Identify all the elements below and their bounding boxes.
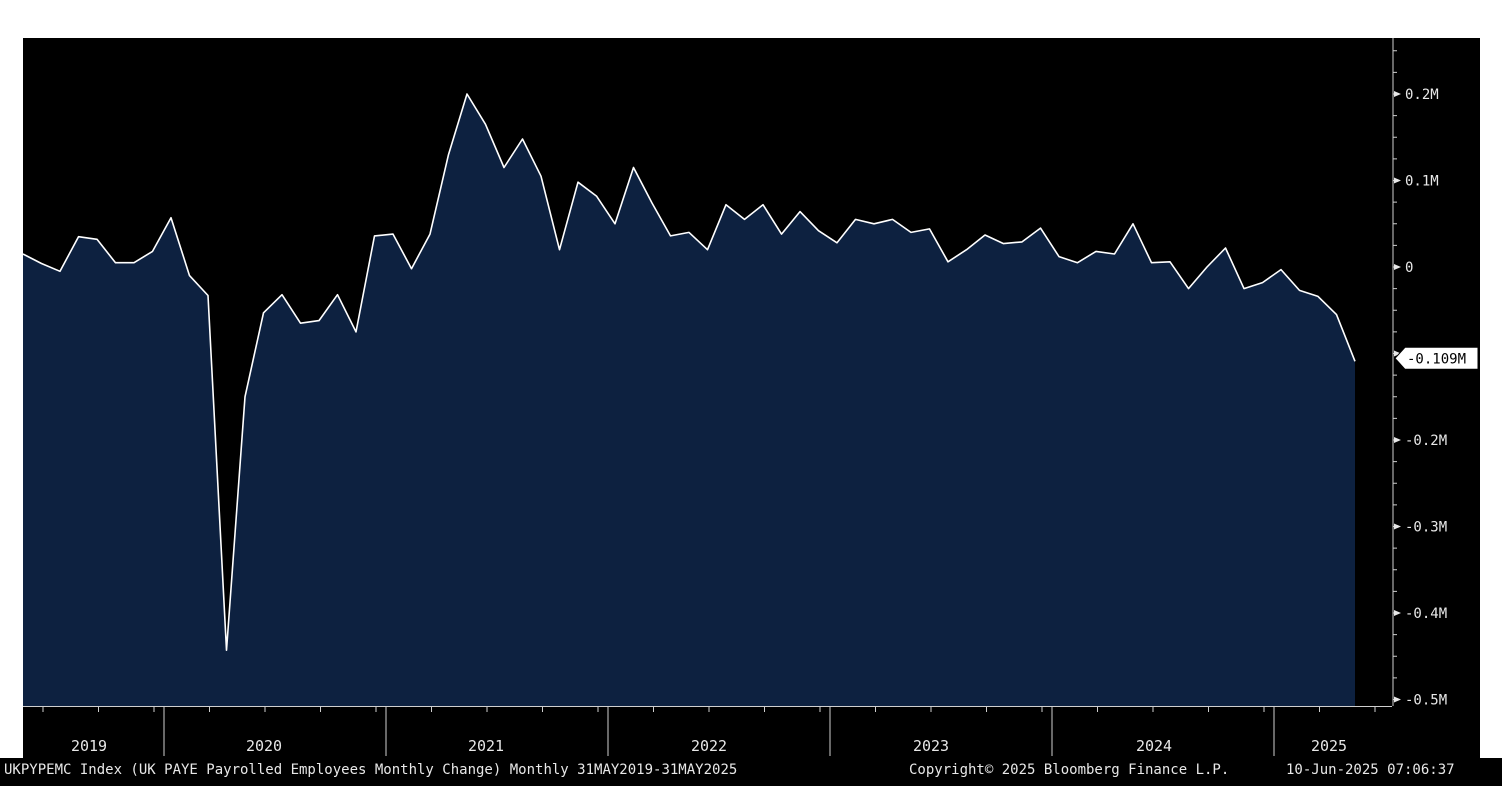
footer-series-description: UKPYPEMC Index (UK PAYE Payrolled Employ… <box>4 762 737 778</box>
y-tick-label: -0.3M <box>1405 520 1447 536</box>
y-tick-label: -0.5M <box>1405 693 1447 709</box>
footer-copyright: Copyright© 2025 Bloomberg Finance L.P. <box>909 762 1229 778</box>
y-tick-label: -0.2M <box>1405 433 1447 449</box>
footer-timestamp: 10-Jun-2025 07:06:37 <box>1286 762 1455 778</box>
y-tick-label: 0.2M <box>1405 87 1439 103</box>
x-axis-band <box>23 707 1480 758</box>
x-tick-label: 2020 <box>246 737 282 755</box>
x-tick-label: 2024 <box>1136 737 1172 755</box>
x-tick-label: 2021 <box>468 737 504 755</box>
footer-bar: UKPYPEMC Index (UK PAYE Payrolled Employ… <box>0 758 1502 786</box>
y-tick-label: -0.4M <box>1405 606 1447 622</box>
x-tick-label: 2025 <box>1311 737 1347 755</box>
y-tick-label: 0.1M <box>1405 174 1439 190</box>
y-tick-label: 0 <box>1405 260 1413 276</box>
last-value-label: -0.109M <box>1407 351 1466 367</box>
x-tick-label: 2022 <box>691 737 727 755</box>
x-tick-label: 2019 <box>71 737 107 755</box>
x-tick-label: 2023 <box>913 737 949 755</box>
